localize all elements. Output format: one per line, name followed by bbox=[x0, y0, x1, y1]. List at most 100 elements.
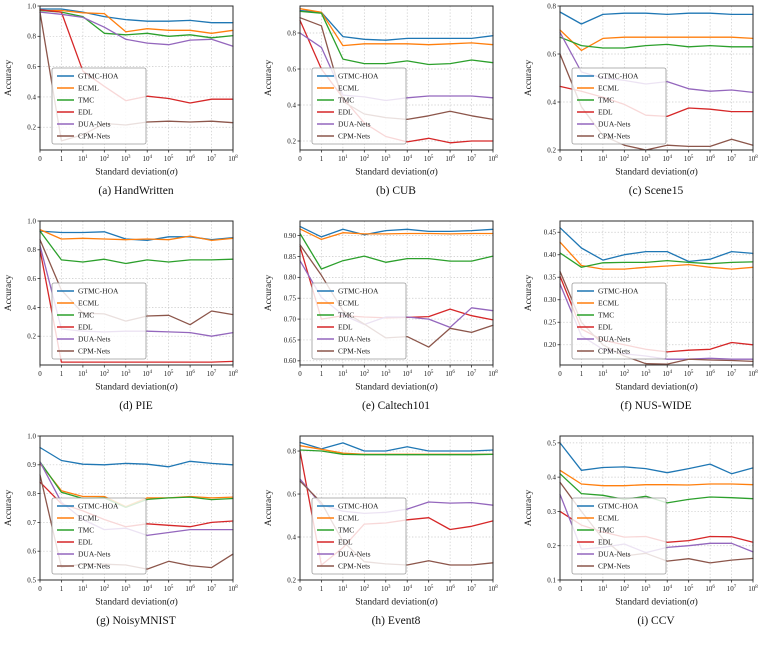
y-tick-label: 0.9 bbox=[27, 461, 36, 469]
x-tick-label: 1 bbox=[320, 370, 324, 378]
legend: GTMC-HOA ECML TMC EDL DUA-Nets CPM-Nets bbox=[571, 282, 667, 360]
legend-box bbox=[571, 282, 667, 360]
legend-label-cpm-nets: CPM-Nets bbox=[598, 347, 630, 356]
x-tick-label: 104 bbox=[402, 155, 412, 163]
chart-caption: (g) NoisyMNIST bbox=[96, 615, 176, 627]
y-tick-label: 0.8 bbox=[547, 2, 556, 10]
chart-caption: (a) HandWritten bbox=[98, 185, 174, 197]
x-tick-label: 104 bbox=[662, 370, 672, 378]
chart-caltech101: 0.60 0.65 0.70 0.75 0.80 0.85 0.90 0 1 101 102 103 1… bbox=[264, 220, 498, 393]
legend-label-edl: EDL bbox=[598, 108, 613, 117]
x-tick-label: 108 bbox=[228, 155, 238, 163]
series-line-gtmc-hoa bbox=[299, 225, 494, 238]
legend-label-gtmc-hoa: GTMC-HOA bbox=[598, 502, 639, 511]
legend-box bbox=[311, 67, 407, 145]
x-tick-label: 1 bbox=[580, 585, 584, 593]
legend-label-gtmc-hoa: GTMC-HOA bbox=[338, 287, 379, 296]
x-tick-label: 1 bbox=[580, 155, 584, 163]
x-tick-label: 105 bbox=[684, 370, 694, 378]
y-tick-label: 0.8 bbox=[27, 246, 36, 254]
plot-frame bbox=[39, 5, 234, 151]
x-tick-label: 105 bbox=[684, 585, 694, 593]
legend-label-cpm-nets: CPM-Nets bbox=[338, 562, 370, 571]
legend-label-cpm-nets: CPM-Nets bbox=[78, 132, 110, 141]
legend-label-gtmc-hoa: GTMC-HOA bbox=[598, 72, 639, 81]
legend-label-ecml: ECML bbox=[338, 514, 359, 523]
y-tick-label: 0.4 bbox=[287, 533, 296, 541]
y-tick-label: 0.25 bbox=[544, 319, 557, 327]
y-tick-label: 0.4 bbox=[547, 98, 556, 106]
x-tick-label: 102 bbox=[100, 370, 110, 378]
x-axis-label: Standard deviation(σ) bbox=[355, 167, 438, 178]
series-line-ecml bbox=[299, 228, 494, 241]
x-tick-label: 108 bbox=[488, 155, 498, 163]
x-tick-label: 101 bbox=[598, 370, 608, 378]
legend-label-cpm-nets: CPM-Nets bbox=[78, 347, 110, 356]
tick-marks bbox=[37, 435, 234, 583]
x-tick-label: 101 bbox=[78, 370, 88, 378]
plot-frame bbox=[299, 5, 494, 151]
legend-label-gtmc-hoa: GTMC-HOA bbox=[78, 287, 119, 296]
y-axis-label: Accuracy bbox=[524, 275, 534, 312]
x-tick-label: 108 bbox=[228, 370, 238, 378]
legend-label-edl: EDL bbox=[598, 323, 613, 332]
chart-cell-cub: 0.2 0.4 0.6 0.8 0 1 101 102 103 104 105 106 107 108 St… bbox=[260, 0, 520, 215]
x-tick-label: 105 bbox=[424, 370, 434, 378]
y-tick-label: 0.30 bbox=[544, 296, 557, 304]
tick-marks bbox=[557, 5, 754, 153]
legend-label-cpm-nets: CPM-Nets bbox=[598, 562, 630, 571]
legend-box bbox=[311, 497, 407, 575]
chart-cell-ccv: 0.1 0.2 0.3 0.4 0.5 0 1 101 102 103 104 105 106 107 10… bbox=[520, 430, 781, 645]
chart-caption: (i) CCV bbox=[637, 615, 675, 627]
x-tick-label: 107 bbox=[207, 585, 217, 593]
tick-marks bbox=[297, 450, 494, 583]
x-tick-label: 105 bbox=[424, 585, 434, 593]
x-tick-label: 107 bbox=[727, 585, 737, 593]
x-tick-label: 103 bbox=[381, 370, 391, 378]
chart-handwritten: 0.2 0.4 0.6 0.8 1.0 0 1 101 102 103 104 105 106 107 10… bbox=[4, 2, 238, 177]
chart-caption: (h) Event8 bbox=[371, 615, 421, 627]
x-tick-label: 106 bbox=[705, 585, 715, 593]
legend-label-tmc: TMC bbox=[78, 96, 94, 105]
y-tick-label: 0.4 bbox=[27, 304, 36, 312]
y-axis-label: Accuracy bbox=[524, 490, 534, 527]
y-tick-label: 0.5 bbox=[547, 439, 556, 447]
plot-frame bbox=[299, 435, 494, 581]
x-tick-label: 101 bbox=[338, 155, 348, 163]
x-tick-label: 103 bbox=[381, 585, 391, 593]
legend-label-dua-nets: DUA-Nets bbox=[598, 550, 631, 559]
x-tick-label: 103 bbox=[121, 585, 131, 593]
legend-label-gtmc-hoa: GTMC-HOA bbox=[338, 72, 379, 81]
legend-label-ecml: ECML bbox=[78, 299, 99, 308]
y-axis-label: Accuracy bbox=[4, 60, 14, 97]
legend-label-gtmc-hoa: GTMC-HOA bbox=[78, 72, 119, 81]
x-tick-label: 107 bbox=[467, 155, 477, 163]
chart-scene15: 0.2 0.4 0.6 0.8 0 1 101 102 103 104 105 106 107 108 St… bbox=[524, 2, 758, 177]
series-line-gtmc-hoa bbox=[39, 8, 234, 24]
x-tick-label: 102 bbox=[100, 155, 110, 163]
legend: GTMC-HOA ECML TMC EDL DUA-Nets CPM-Nets bbox=[51, 282, 147, 360]
x-tick-label: 1 bbox=[580, 370, 584, 378]
y-tick-label: 0.8 bbox=[287, 447, 296, 455]
series-line-gtmc-hoa bbox=[559, 442, 754, 475]
chart-pie: 0.2 0.4 0.6 0.8 1.0 0 1 101 102 103 104 105 106 107 10… bbox=[4, 217, 238, 392]
x-tick-label: 0 bbox=[298, 585, 302, 593]
y-axis-label: Accuracy bbox=[524, 60, 534, 97]
legend-label-tmc: TMC bbox=[598, 311, 614, 320]
y-tick-label: 0.80 bbox=[284, 274, 297, 282]
legend-label-cpm-nets: CPM-Nets bbox=[78, 562, 110, 571]
y-tick-label: 0.7 bbox=[27, 519, 36, 527]
y-tick-label: 0.8 bbox=[287, 29, 296, 37]
x-tick-label: 105 bbox=[164, 585, 174, 593]
x-tick-label: 0 bbox=[298, 370, 302, 378]
legend-label-tmc: TMC bbox=[598, 96, 614, 105]
series-line-tmc bbox=[39, 9, 234, 39]
chart-caption: (b) CUB bbox=[376, 185, 416, 197]
legend-label-tmc: TMC bbox=[78, 311, 94, 320]
plot-frame bbox=[299, 220, 494, 366]
legend-label-ecml: ECML bbox=[598, 84, 619, 93]
legend-label-ecml: ECML bbox=[78, 84, 99, 93]
x-tick-label: 0 bbox=[38, 370, 42, 378]
legend-label-ecml: ECML bbox=[338, 299, 359, 308]
x-tick-label: 102 bbox=[620, 585, 630, 593]
